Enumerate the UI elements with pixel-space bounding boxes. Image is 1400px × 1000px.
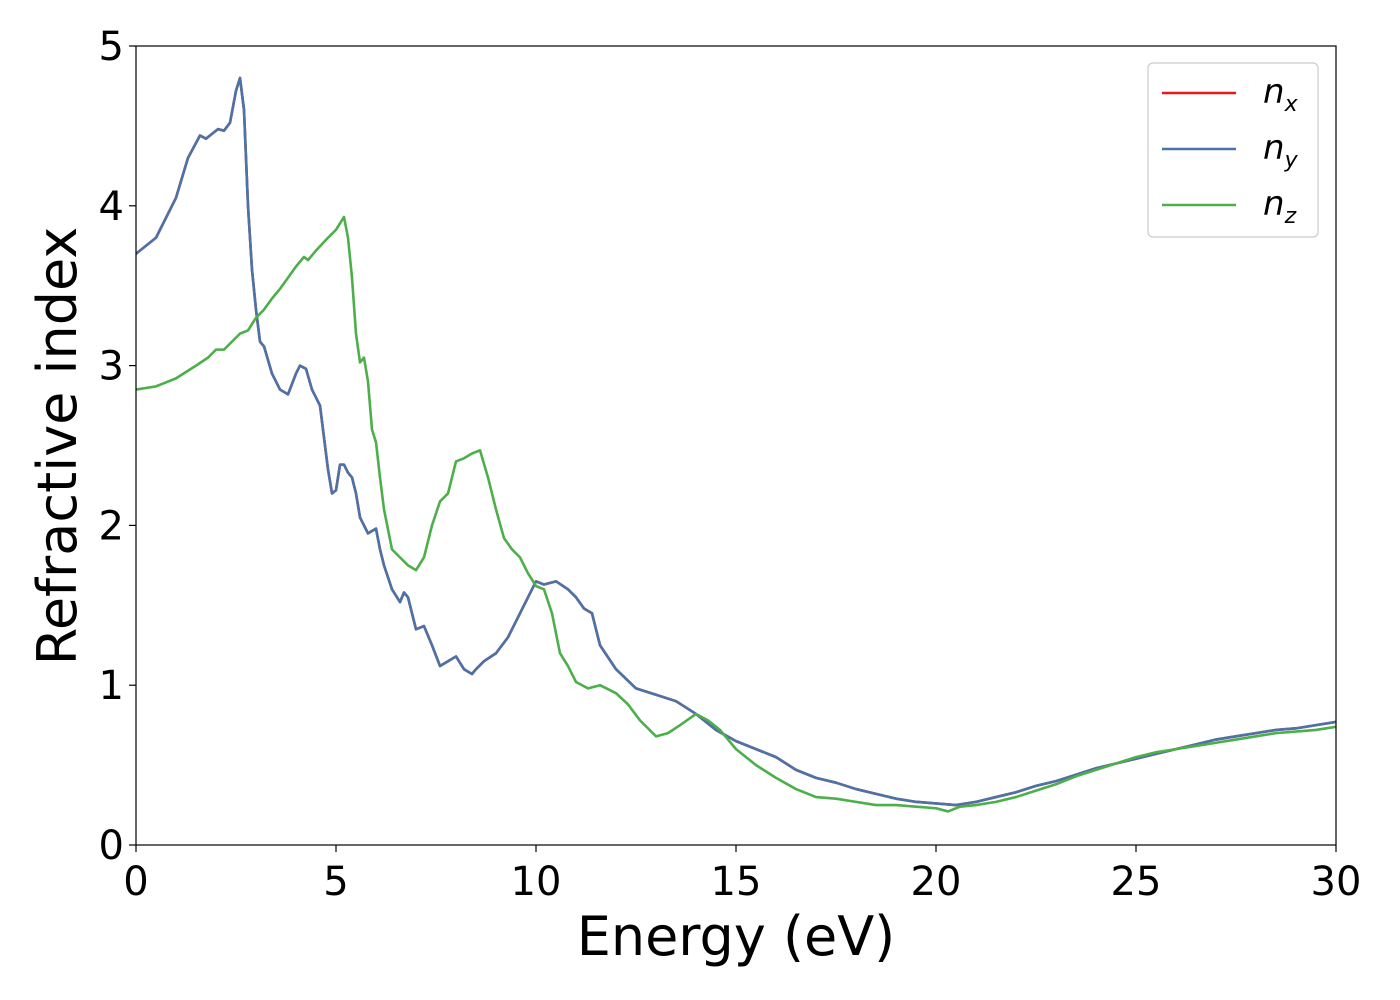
legend: nx ny nz	[1147, 62, 1319, 238]
y-tick-label: 1	[99, 663, 124, 709]
y-axis-label: Refractive index	[26, 227, 89, 666]
x-tick-label: 20	[911, 859, 962, 905]
x-axis-label: Energy (eV)	[577, 905, 896, 968]
y-tick-label: 2	[99, 503, 124, 549]
x-tick-label: 10	[511, 859, 562, 905]
x-axis: 0 5 10 15 20 25 30	[123, 845, 1361, 905]
y-tick-label: 5	[99, 24, 124, 70]
y-tick-label: 3	[99, 344, 124, 390]
series-line-y	[136, 76, 1336, 807]
x-tick-label: 5	[323, 859, 348, 905]
legend-label-x: nx	[1263, 72, 1299, 117]
y-tick-label: 4	[99, 184, 124, 230]
x-tick-label: 0	[123, 859, 148, 905]
legend-label-z: nz	[1263, 184, 1297, 229]
y-axis: 0 1 2 3 4 5	[99, 24, 136, 869]
x-tick-label: 15	[711, 859, 762, 905]
x-tick-label: 25	[1111, 859, 1162, 905]
x-tick-label: 30	[1311, 859, 1362, 905]
y-tick-label: 0	[99, 823, 124, 869]
series-line-z	[136, 215, 1336, 813]
legend-label-y: ny	[1263, 128, 1299, 173]
series-layer	[136, 76, 1336, 813]
